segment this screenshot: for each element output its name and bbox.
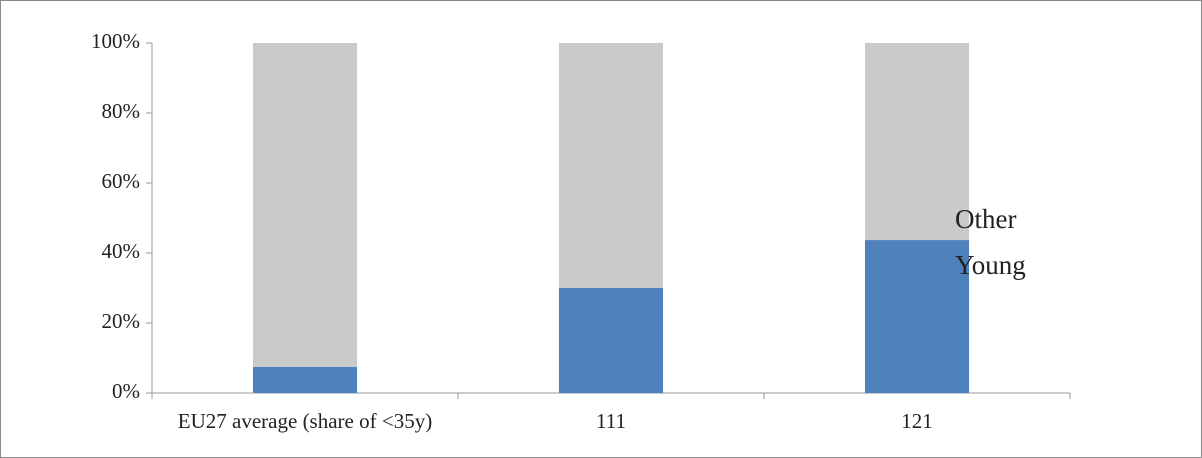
bar-segment [864, 240, 970, 393]
y-tick-label: 60% [102, 169, 141, 193]
bar-segment [558, 288, 664, 393]
bar-segment [252, 43, 358, 367]
x-tick-label: 121 [901, 409, 933, 433]
bar-segment [252, 366, 358, 393]
legend-label: Other [955, 204, 1016, 234]
bar-segment [864, 43, 970, 241]
y-tick-label: 40% [102, 239, 141, 263]
y-tick-label: 100% [91, 29, 140, 53]
y-tick-label: 80% [102, 99, 141, 123]
legend: Young Other [940, 204, 1026, 280]
bar-segment [558, 43, 664, 288]
x-tick-label: 111 [596, 409, 626, 433]
x-tick-label: EU27 average (share of <35y) [178, 409, 432, 433]
y-tick-label: 20% [102, 309, 141, 333]
legend-swatch [940, 216, 952, 228]
legend-swatch [940, 262, 952, 274]
y-tick-label: 0% [112, 379, 140, 403]
legend-label: Young [955, 250, 1026, 280]
